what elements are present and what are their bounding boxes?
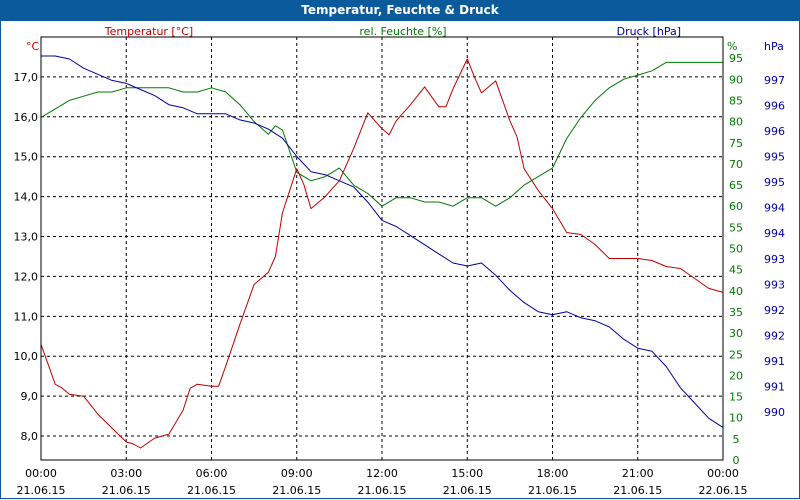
x-tick-time-label: 15:00 <box>451 467 483 480</box>
x-tick-time-label: 12:00 <box>366 467 398 480</box>
chart-frame: 8,0 9,0 10,0 11,0 12,0 13,0 14,0 15,0 16,0 17,0 0 5… <box>0 21 800 499</box>
pressure-tick-label: 994 <box>764 227 785 240</box>
temperature-tick-label: 17,0 <box>14 71 39 84</box>
pressure-tick-label: 993 <box>764 278 785 291</box>
temperature-tick-label: 15,0 <box>14 151 39 164</box>
humidity-tick-label: 60 <box>729 200 743 213</box>
pressure-tick-label: 993 <box>764 253 785 266</box>
humidity-tick-label: 40 <box>729 285 743 298</box>
humidity-axis-title: rel. Feuchte [%] <box>359 25 446 38</box>
temperature-tick-label: 8,0 <box>21 430 39 443</box>
humidity-unit-label: % <box>727 40 737 53</box>
pressure-tick-label: 994 <box>764 202 785 215</box>
x-tick-date-label: 21.06.15 <box>358 484 407 497</box>
temperature-tick-label: 14,0 <box>14 191 39 204</box>
series-layer <box>40 55 724 449</box>
temperature-tick-label: 10,0 <box>14 350 39 363</box>
humidity-tick-label: 30 <box>729 327 743 340</box>
pressure-tick-label: 991 <box>764 380 785 393</box>
humidity-series-line <box>40 61 723 207</box>
humidity-tick-label: 25 <box>729 348 743 361</box>
humidity-tick-label: 50 <box>729 243 743 256</box>
humidity-tick-label: 85 <box>729 94 743 107</box>
x-tick-time-label: 00:00 <box>25 467 57 480</box>
pressure-unit-label: hPa <box>764 40 784 53</box>
x-tick-time-label: 18:00 <box>537 467 569 480</box>
temperature-axis-title: Temperatur [°C] <box>104 25 193 38</box>
pressure-tick-label: 995 <box>764 176 785 189</box>
x-tick-time-label: 06:00 <box>196 467 228 480</box>
temperature-tick-label: 12,0 <box>14 270 39 283</box>
temperature-unit-label: °C <box>26 40 40 53</box>
humidity-tick-label: 0 <box>733 454 740 467</box>
pressure-tick-label: 990 <box>764 406 785 419</box>
humidity-tick-label: 95 <box>729 52 743 65</box>
x-tick-time-label: 03:00 <box>110 467 142 480</box>
plot-border <box>40 36 724 461</box>
x-tick-date-label: 21.06.15 <box>613 484 662 497</box>
humidity-tick-label: 10 <box>729 412 743 425</box>
pressure-tick-label: 996 <box>764 100 785 113</box>
x-tick-time-label: 00:00 <box>707 467 739 480</box>
window-title: Temperatur, Feuchte & Druck <box>0 0 800 21</box>
temperature-tick-label: 13,0 <box>14 231 39 244</box>
humidity-tick-label: 90 <box>729 73 743 86</box>
humidity-tick-label: 5 <box>733 433 740 446</box>
grid <box>41 37 723 460</box>
humidity-tick-label: 65 <box>729 179 743 192</box>
temperature-tick-label: 16,0 <box>14 111 39 124</box>
x-tick-date-label: 21.06.15 <box>17 484 66 497</box>
pressure-tick-label: 996 <box>764 125 785 138</box>
x-tick-time-label: 09:00 <box>281 467 313 480</box>
humidity-tick-label: 45 <box>729 264 743 277</box>
x-tick-date-label: 21.06.15 <box>528 484 577 497</box>
x-tick-date-label: 21.06.15 <box>102 484 151 497</box>
temperature-tick-label: 11,0 <box>14 310 39 323</box>
x-tick-date-label: 22.06.15 <box>699 484 748 497</box>
x-tick-date-label: 21.06.15 <box>443 484 492 497</box>
pressure-axis-title: Druck [hPa] <box>617 25 681 38</box>
axes: 8,0 9,0 10,0 11,0 12,0 13,0 14,0 15,0 16,0 17,0 0 5… <box>14 36 785 497</box>
humidity-tick-label: 75 <box>729 137 743 150</box>
temperature-series-line <box>40 58 724 449</box>
chart-canvas: 8,0 9,0 10,0 11,0 12,0 13,0 14,0 15,0 16,0 17,0 0 5… <box>14 25 786 497</box>
pressure-series-line <box>41 55 724 428</box>
pressure-tick-label: 992 <box>764 329 785 342</box>
pressure-tick-label: 991 <box>764 355 785 368</box>
pressure-tick-label: 992 <box>764 304 785 317</box>
humidity-tick-label: 70 <box>729 158 743 171</box>
humidity-tick-label: 55 <box>729 221 743 234</box>
x-tick-date-label: 21.06.15 <box>272 484 321 497</box>
temperature-tick-label: 9,0 <box>21 390 39 403</box>
humidity-tick-label: 15 <box>729 391 743 404</box>
humidity-tick-label: 35 <box>729 306 743 319</box>
pressure-tick-label: 995 <box>764 151 785 164</box>
humidity-tick-label: 80 <box>729 116 743 129</box>
x-tick-date-label: 21.06.15 <box>187 484 236 497</box>
x-tick-time-label: 21:00 <box>622 467 654 480</box>
humidity-tick-label: 20 <box>729 369 743 382</box>
pressure-tick-label: 997 <box>764 74 785 87</box>
